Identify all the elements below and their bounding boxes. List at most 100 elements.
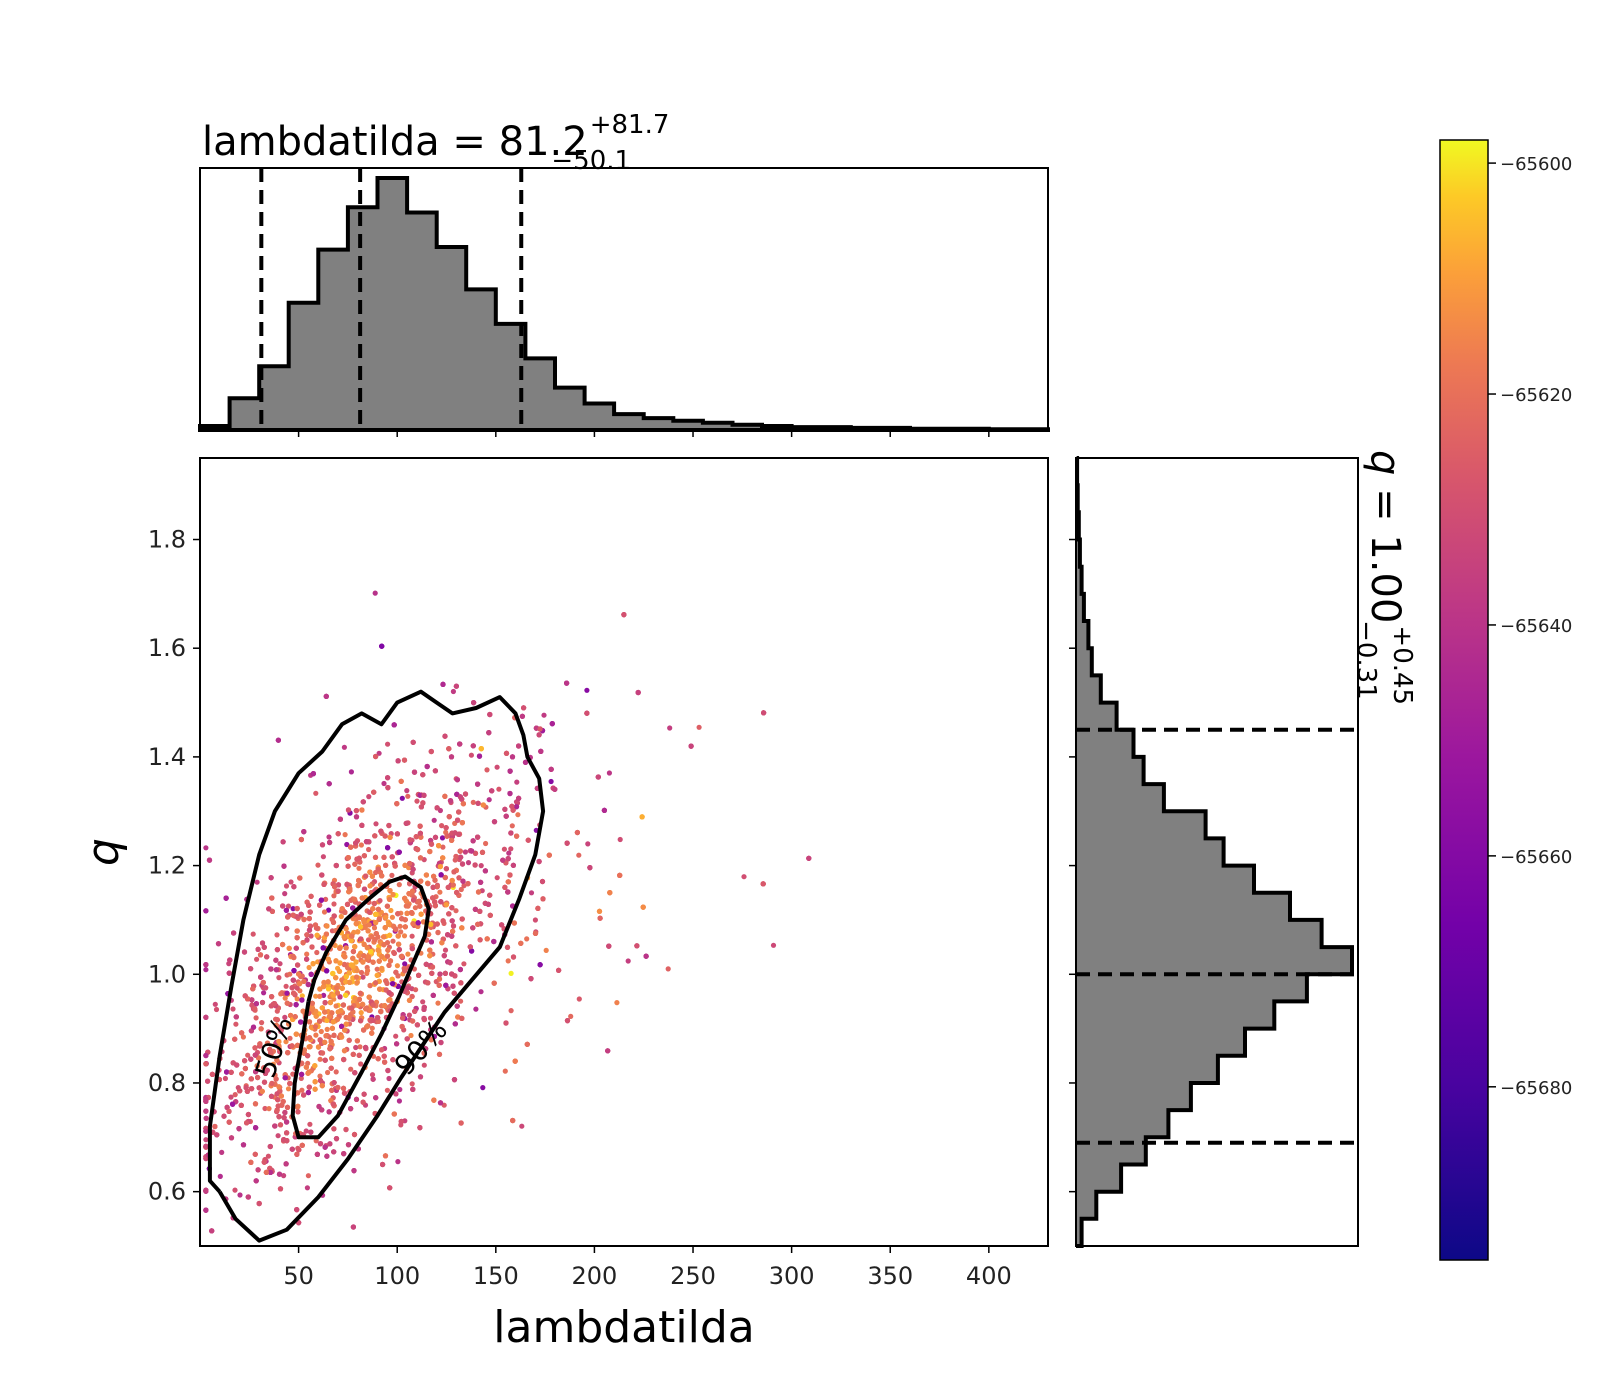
- scatter-point: [203, 967, 209, 973]
- scatter-point: [446, 814, 452, 820]
- scatter-point: [291, 968, 297, 974]
- scatter-point: [333, 958, 339, 964]
- scatter-point: [320, 945, 326, 951]
- scatter-point: [283, 907, 289, 913]
- scatter-point: [265, 1153, 271, 1159]
- scatter-point: [295, 1103, 301, 1109]
- scatter-point: [361, 953, 367, 959]
- scatter-point: [431, 873, 437, 879]
- scatter-point: [240, 1034, 246, 1040]
- scatter-point: [399, 953, 405, 960]
- scatter-point: [414, 1022, 420, 1028]
- scatter-point: [325, 1069, 331, 1076]
- scatter-point: [369, 1025, 375, 1031]
- scatter-point: [375, 947, 381, 953]
- scatter-point: [350, 955, 356, 961]
- scatter-point: [385, 845, 391, 851]
- scatter-point: [584, 710, 590, 716]
- scatter-point: [284, 1000, 290, 1006]
- scatter-point: [206, 857, 213, 863]
- scatter-point: [317, 1077, 324, 1084]
- scatter-point: [421, 1050, 427, 1056]
- scatter-point: [352, 944, 358, 950]
- top-histogram-ticks: [297, 430, 990, 437]
- scatter-point: [313, 790, 319, 796]
- scatter-point: [203, 1115, 209, 1121]
- scatter-point: [319, 842, 326, 848]
- scatter-point: [465, 860, 472, 866]
- scatter-point: [396, 1098, 402, 1104]
- scatter-point: [406, 1012, 412, 1018]
- scatter-point: [343, 974, 349, 980]
- scatter-point: [413, 834, 419, 840]
- scatter-point: [324, 1153, 330, 1159]
- scatter-point: [367, 883, 373, 889]
- scatter-point: [360, 974, 366, 980]
- scatter-point: [470, 799, 476, 806]
- scatter-point: [348, 937, 354, 944]
- scatter-point: [217, 1284, 222, 1289]
- scatter-point: [356, 877, 362, 884]
- scatter-point: [321, 992, 327, 999]
- scatter-point: [379, 643, 385, 649]
- scatter-point: [233, 1021, 239, 1027]
- scatter-point: [439, 823, 445, 829]
- scatter-point: [289, 985, 295, 991]
- scatter-point: [385, 741, 391, 747]
- scatter-point: [356, 1052, 362, 1058]
- scatter-point: [465, 881, 471, 887]
- scatter-point: [333, 975, 339, 981]
- scatter-point: [275, 1097, 281, 1103]
- scatter-point: [373, 931, 379, 937]
- scatter-point: [281, 1173, 287, 1179]
- scatter-point: [317, 986, 323, 992]
- scatter-point: [329, 1010, 335, 1016]
- scatter-point: [430, 895, 436, 901]
- scatter-point: [510, 1117, 516, 1124]
- scatter-point: [373, 1095, 379, 1101]
- scatter-point: [421, 1062, 427, 1068]
- scatter-point: [358, 1018, 364, 1024]
- scatter-point: [568, 1013, 574, 1020]
- scatter-point: [284, 1138, 290, 1144]
- scatter-point: [209, 1228, 215, 1234]
- scatter-point: [431, 1033, 437, 1040]
- scatter-point: [415, 846, 421, 853]
- scatter-point: [507, 790, 513, 797]
- scatter-point: [366, 909, 373, 915]
- scatter-point: [486, 797, 492, 803]
- scatter-point: [418, 911, 424, 917]
- scatter-point: [322, 1144, 328, 1150]
- scatter-point: [363, 873, 369, 879]
- scatter-point: [362, 924, 368, 930]
- scatter-point: [329, 1087, 335, 1093]
- scatter-point: [353, 1044, 359, 1051]
- scatter-point: [357, 1044, 363, 1050]
- scatter-point: [317, 902, 323, 908]
- scatter-point: [456, 809, 462, 815]
- scatter-point: [537, 962, 543, 968]
- scatter-point: [286, 945, 292, 951]
- scatter-point: [546, 852, 552, 858]
- scatter-point: [317, 1018, 323, 1024]
- scatter-point: [389, 914, 395, 920]
- top-title: lambdatilda = 81.2+81.7 −50.1: [202, 110, 669, 176]
- scatter-point: [442, 733, 448, 739]
- scatter-point: [242, 993, 248, 999]
- scatter-point: [381, 942, 387, 948]
- scatter-point: [248, 1056, 254, 1062]
- scatter-point: [341, 1151, 347, 1157]
- scatter-point: [443, 825, 449, 831]
- scatter-point: [228, 1135, 235, 1141]
- scatter-point: [217, 1284, 222, 1289]
- scatter-point: [289, 1043, 295, 1049]
- scatter-point: [350, 948, 356, 955]
- scatter-point: [574, 829, 581, 836]
- scatter-point: [203, 1282, 208, 1287]
- scatter-point: [472, 850, 479, 856]
- scatter-point: [255, 1167, 261, 1173]
- scatter-point: [312, 1063, 318, 1069]
- scatter-point: [494, 764, 500, 770]
- scatter-point: [537, 726, 543, 732]
- scatter-point: [288, 879, 294, 885]
